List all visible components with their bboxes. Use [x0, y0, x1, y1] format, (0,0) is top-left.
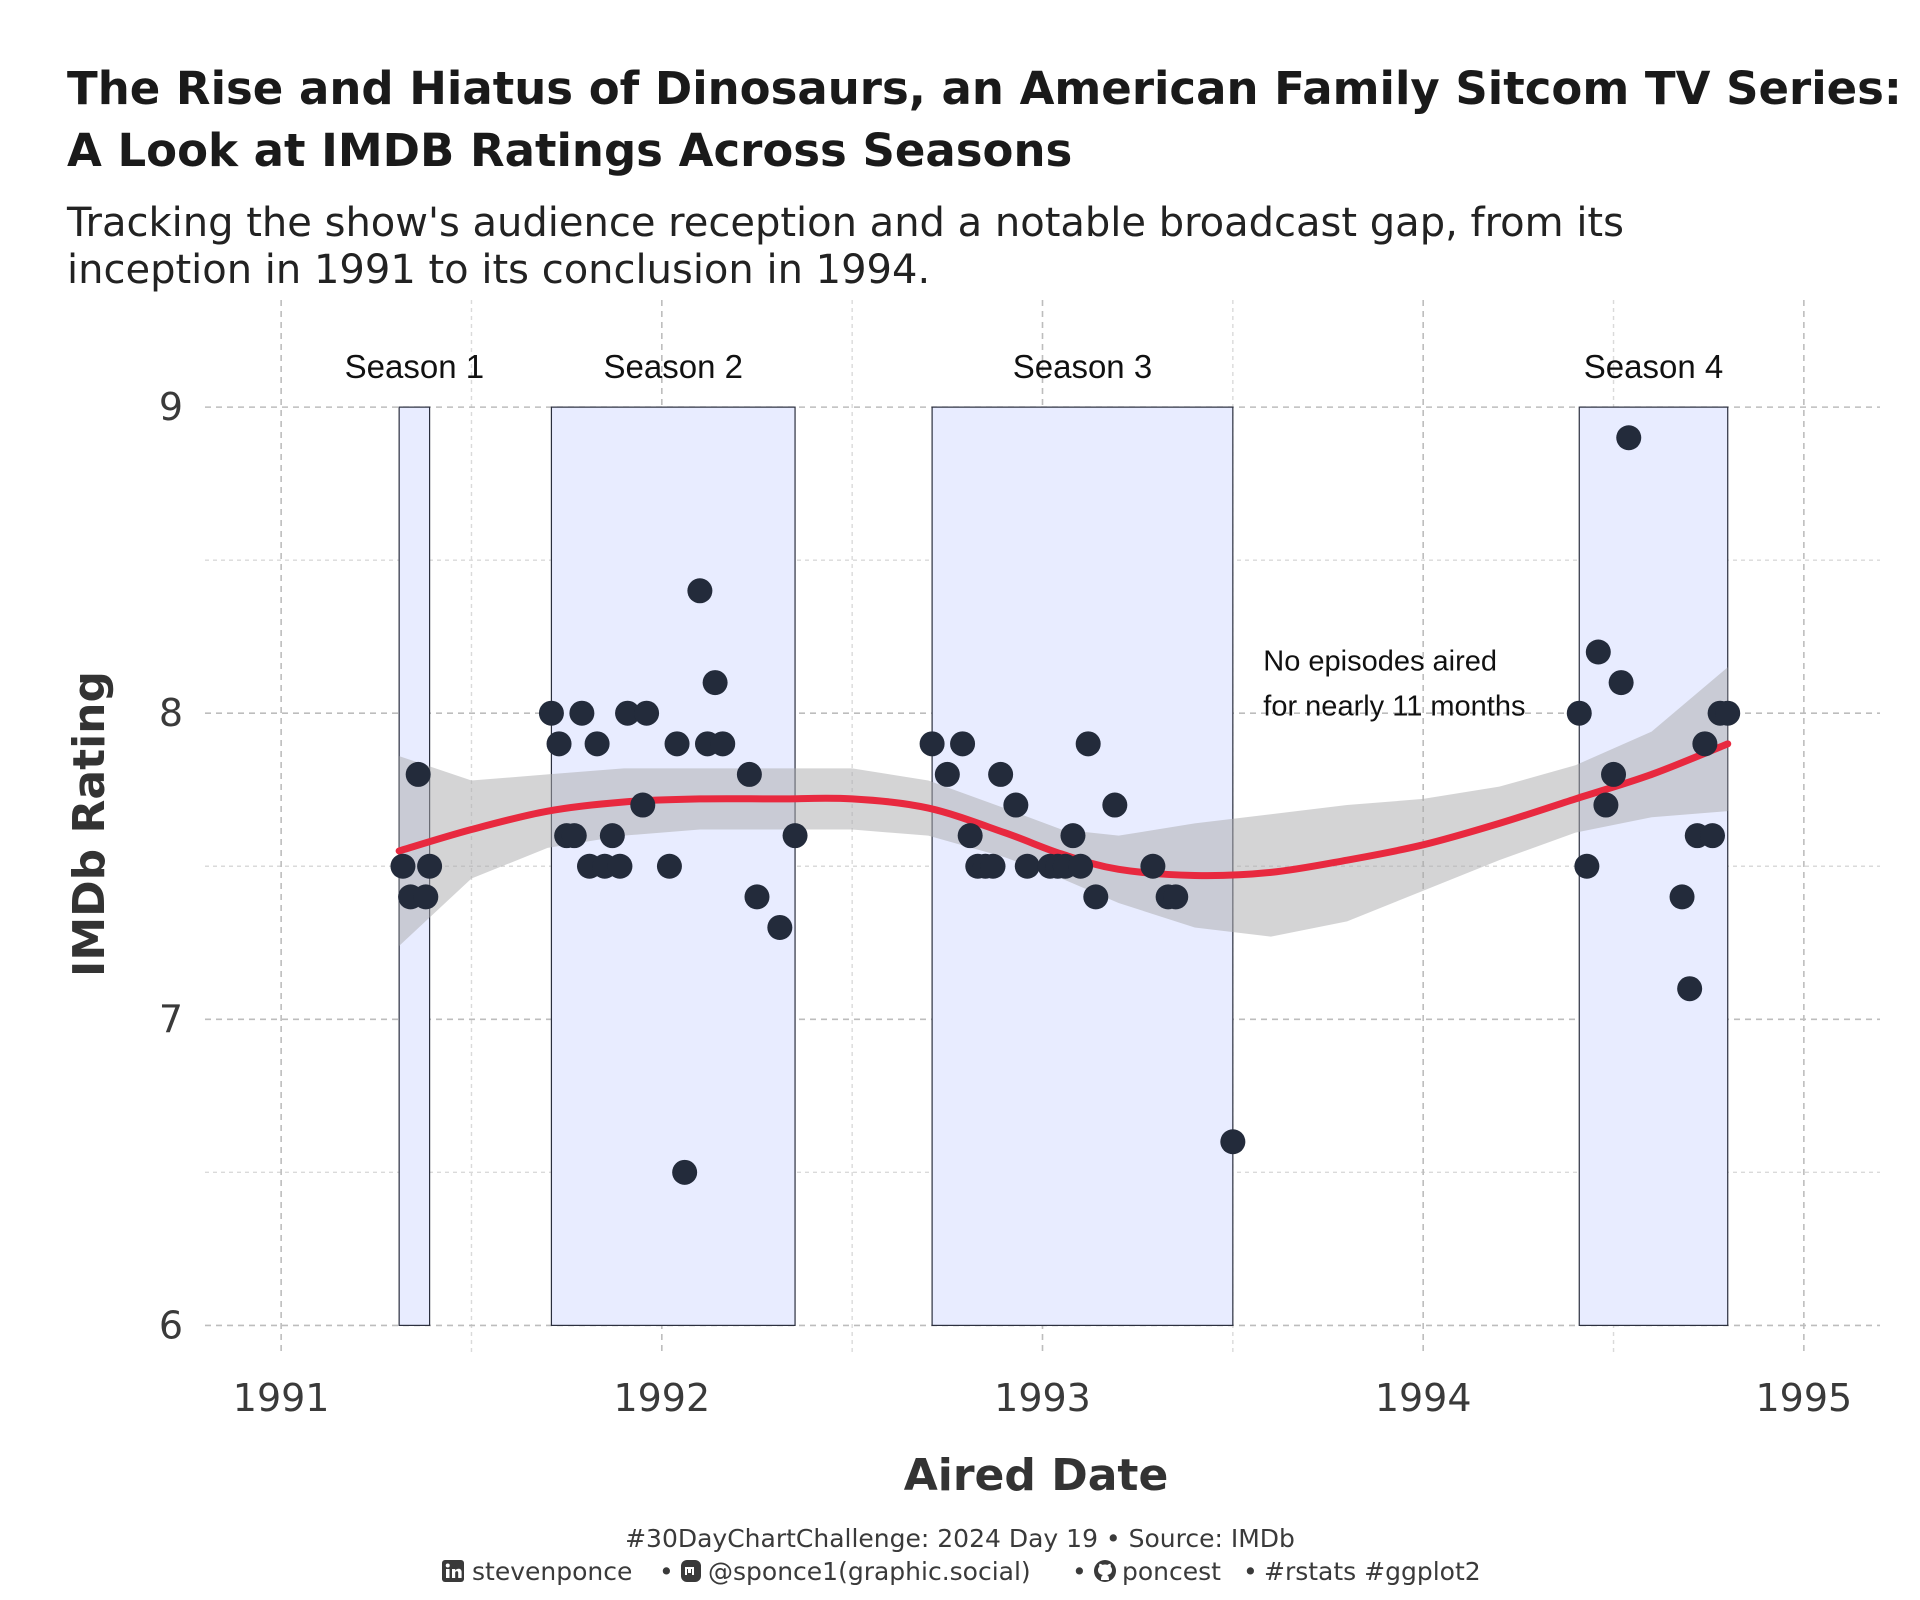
chart-title-line-1: The Rise and Hiatus of Dinosaurs, an Ame… [67, 62, 1902, 115]
smooth-trend [395, 740, 1732, 880]
rating-point [390, 853, 416, 879]
x-tick-label: 1995 [1756, 1376, 1853, 1420]
season-rect-4 [1578, 406, 1729, 1326]
rating-point [569, 700, 595, 726]
linkedin-icon [442, 1560, 464, 1582]
rating-point [413, 884, 439, 910]
caption-line-1: #30DayChartChallenge: 2024 Day 19 • Sour… [625, 1524, 1295, 1553]
rating-point [1593, 792, 1619, 818]
caption-separator-1: • [659, 1557, 674, 1586]
x-tick-label: 1993 [994, 1376, 1091, 1420]
x-tick-label: 1991 [233, 1376, 330, 1420]
annotation-line-1: No episodes aired [1263, 645, 1497, 677]
caption-line-2: stevenponce • @sponce1(graphic.social) •… [442, 1557, 1481, 1586]
rating-point [1585, 639, 1611, 665]
rating-point [1163, 884, 1189, 910]
rating-point [767, 914, 793, 940]
season-label-2: Season 2 [604, 348, 743, 385]
rating-point [405, 761, 431, 787]
rating-point [1068, 853, 1094, 879]
rating-point [1075, 731, 1101, 757]
annotation-line-2: for nearly 11 months [1263, 690, 1525, 722]
season-label-1: Season 1 [345, 348, 484, 385]
caption-mastodon: @sponce1(graphic.social) [708, 1557, 1031, 1586]
caption-github: poncest [1122, 1557, 1221, 1586]
plot-area: Season 1 Season 2 Season 3 Season 4 No epis… [159, 300, 1880, 1420]
rating-point [417, 853, 443, 879]
y-tick-label: 8 [159, 691, 183, 735]
y-tick-label: 7 [159, 997, 183, 1041]
rating-point [1700, 823, 1725, 849]
rating-point [1014, 853, 1040, 879]
rating-point [599, 823, 625, 849]
rating-point [687, 578, 713, 604]
rating-point [1060, 823, 1086, 849]
rating-point [615, 700, 641, 726]
rating-point [919, 731, 945, 757]
chart-subtitle-line-2: inception in 1991 to its conclusion in 1… [67, 247, 930, 293]
rating-point [934, 761, 960, 787]
rating-point [744, 884, 770, 910]
y-tick-label: 6 [159, 1303, 183, 1347]
rating-point [980, 853, 1006, 879]
rating-point [656, 853, 682, 879]
season-labels: Season 1 Season 2 Season 3 Season 4 [345, 348, 1724, 385]
rating-point [710, 731, 736, 757]
x-tick-label: 1992 [613, 1376, 710, 1420]
x-axis-title: Aired Date [904, 1450, 1169, 1501]
season-label-3: Season 3 [1013, 348, 1152, 385]
rating-points [390, 425, 1741, 1185]
y-axis-title: IMDb Rating [64, 671, 115, 977]
caption-linkedin: stevenponce [472, 1557, 632, 1586]
rating-point [1669, 884, 1695, 910]
rating-point [1083, 884, 1109, 910]
confidence-band-area [399, 667, 1728, 946]
rating-point [1140, 853, 1166, 879]
rating-point [630, 792, 656, 818]
rating-point [561, 823, 587, 849]
rating-point [702, 670, 728, 696]
season-label-4: Season 4 [1584, 348, 1723, 385]
rating-point [1566, 700, 1592, 726]
chart-title-line-2: A Look at IMDB Ratings Across Seasons [67, 124, 1072, 177]
rating-point [1003, 792, 1029, 818]
y-tick-label: 9 [159, 385, 183, 429]
x-tick-label: 1994 [1375, 1376, 1472, 1420]
rating-point [1102, 792, 1128, 818]
rating-point [1692, 731, 1718, 757]
y-axis-ticks: 6 7 8 9 [159, 385, 183, 1347]
rating-point [672, 1159, 698, 1185]
rating-point [538, 700, 564, 726]
rating-point [736, 761, 762, 787]
rating-point [634, 700, 660, 726]
rating-point [546, 731, 572, 757]
chart-subtitle-line-1: Tracking the show's audience reception a… [66, 200, 1624, 246]
rating-point [584, 731, 610, 757]
rating-point [782, 823, 808, 849]
rating-point [1220, 1129, 1246, 1155]
gap-annotation: No episodes aired for nearly 11 months [1263, 645, 1525, 722]
rating-point [607, 853, 633, 879]
rating-point [957, 823, 983, 849]
mastodon-icon [681, 1560, 701, 1582]
smooth-trend-line [395, 740, 1732, 880]
caption-separator-3: • [1243, 1557, 1258, 1586]
rating-point [1574, 853, 1600, 879]
rating-point [1601, 761, 1627, 787]
rating-point [988, 761, 1014, 787]
github-icon [1094, 1560, 1116, 1582]
caption-tags: #rstats #ggplot2 [1264, 1557, 1481, 1586]
confidence-band [399, 667, 1728, 946]
caption-separator-2: • [1072, 1557, 1087, 1586]
rating-point [1608, 670, 1634, 696]
x-axis-ticks: 1991 1992 1993 1994 1995 [233, 1376, 1852, 1420]
rating-point [950, 731, 976, 757]
rating-point [1715, 700, 1741, 726]
rating-point [1677, 976, 1703, 1002]
rating-point [664, 731, 690, 757]
rating-point [1616, 425, 1642, 451]
